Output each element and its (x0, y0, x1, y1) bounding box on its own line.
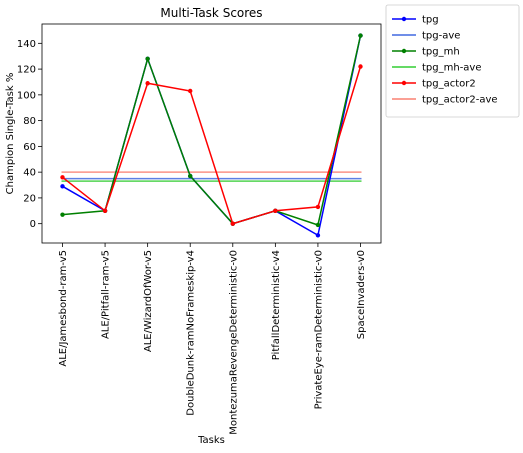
x-tick-label: ALE/Jamesbond-ram-v5 (58, 250, 69, 367)
x-tick-label: PrivateEye-ramDeterministic-v0 (313, 250, 324, 409)
x-tick-label: ALE/WizardOfWor-v5 (143, 250, 154, 352)
data-point-tpg_actor2 (102, 208, 108, 213)
legend-marker-tpg_actor2 (401, 80, 407, 86)
data-point-tpg_actor2 (273, 208, 278, 213)
data-point-tpg_mh (358, 33, 363, 38)
y-tick-label: 20 (23, 193, 36, 204)
data-point-tpg_actor2 (315, 204, 321, 210)
data-point-tpg_actor2 (188, 88, 193, 94)
y-tick-label: 0 (30, 219, 36, 230)
data-point-tpg_mh (145, 56, 150, 61)
data-point-tpg (60, 184, 65, 189)
x-axis: ALE/Jamesbond-ram-v5 ALE/Pitfall-ram-v5 AL… (58, 243, 367, 435)
y-tick-label: 80 (23, 116, 36, 127)
x-axis-label: Tasks (197, 435, 225, 446)
legend-marker-tpg_mh (401, 48, 407, 54)
series-line-tpg_mh (62, 35, 362, 226)
x-tick-label: MontezumaRevengeDeterministic-v0 (228, 250, 239, 435)
x-tick-label: PitfallDeterministic-v4 (271, 250, 282, 360)
y-tick-label: 100 (17, 90, 36, 101)
data-point-tpg (315, 233, 321, 238)
plot-frame (41, 23, 382, 244)
x-tick-label: DoubleDunk-ramNoFrameskip-v4 (186, 250, 197, 416)
legend-marker-tpg (401, 16, 407, 22)
series-line-tpg_actor2 (62, 66, 362, 225)
data-point-tpg_mh (315, 222, 321, 228)
legend-box (385, 4, 520, 118)
y-tick-label: 120 (17, 65, 36, 76)
x-tick-label: SpaceInvaders-v0 (356, 250, 367, 339)
legend-label-tpg: tpg (422, 15, 439, 26)
chart-title: Multi-Task Scores (160, 6, 262, 20)
series-layer (60, 33, 363, 238)
y-axis: 0 20 40 60 80 100 120 140 (17, 39, 42, 230)
legend-label-tpg-ave: tpg-ave (422, 31, 460, 42)
y-tick-label: 40 (23, 168, 36, 179)
y-tick-label: 140 (17, 39, 36, 50)
legend-label-tpg_mh-ave: tpg_mh-ave (422, 63, 482, 74)
data-point-tpg_actor2 (358, 64, 363, 69)
y-tick-label: 60 (23, 142, 36, 153)
x-tick-label: ALE/Pitfall-ram-v5 (101, 250, 112, 339)
legend: tpg tpg-ave tpg_mh tpg_mh-ave tpg_actor2 tpg_… (385, 4, 520, 118)
legend-label-tpg_mh: tpg_mh (422, 47, 460, 58)
data-point-tpg_mh (60, 212, 65, 217)
data-point-tpg_actor2 (60, 175, 65, 180)
data-point-tpg_actor2 (145, 81, 150, 86)
data-point-tpg_mh (188, 173, 193, 179)
data-point-tpg_actor2 (230, 221, 235, 226)
y-axis-label: Champion Single-Task % (5, 73, 16, 195)
legend-label-tpg_actor2-ave: tpg_actor2-ave (422, 95, 498, 106)
legend-label-tpg_actor2: tpg_actor2 (422, 79, 476, 90)
